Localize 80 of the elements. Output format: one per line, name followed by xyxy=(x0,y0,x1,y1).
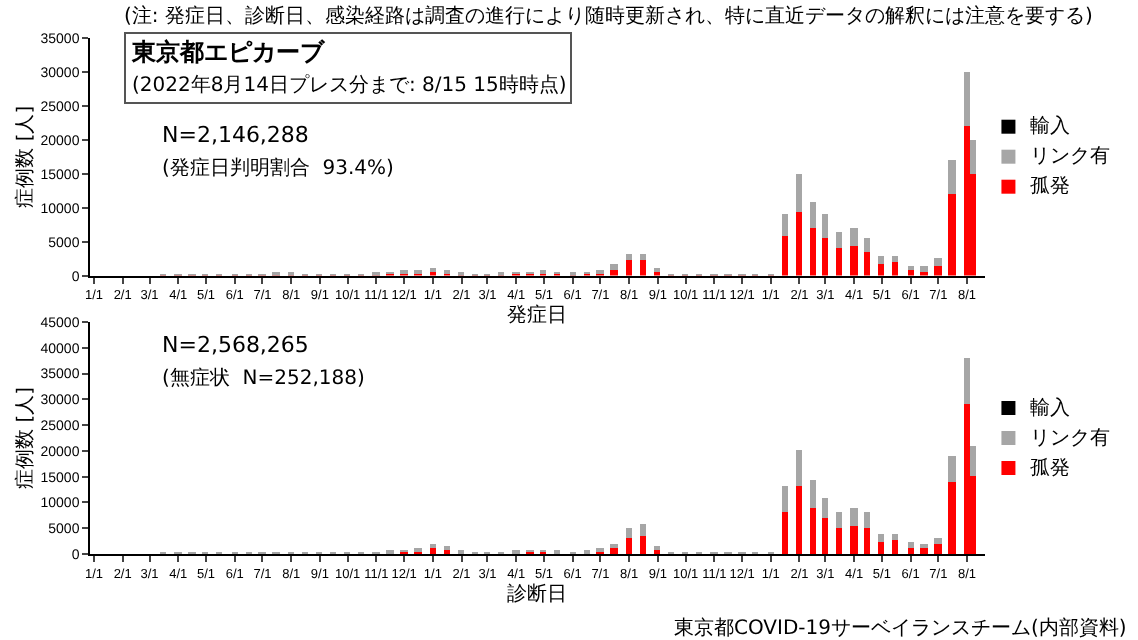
bar xyxy=(850,245,859,276)
bar xyxy=(964,71,971,126)
bar xyxy=(640,524,647,536)
bar xyxy=(810,201,817,228)
bar xyxy=(878,534,885,542)
bar xyxy=(640,259,647,276)
bar xyxy=(610,263,619,270)
bar xyxy=(430,548,437,554)
bar xyxy=(640,536,647,554)
bar xyxy=(934,538,943,544)
bar xyxy=(948,482,957,554)
annotation: N=2,146,288 xyxy=(162,122,309,148)
bar xyxy=(850,508,859,526)
bar xyxy=(836,512,843,528)
bar xyxy=(782,512,789,554)
bar xyxy=(948,193,957,276)
bar xyxy=(796,173,803,212)
bar xyxy=(836,528,843,554)
bar xyxy=(626,253,633,260)
bar xyxy=(626,538,633,554)
bar xyxy=(948,159,957,194)
bar xyxy=(920,548,929,554)
legend-label: 孤発 xyxy=(1030,456,1070,480)
bar xyxy=(782,213,789,236)
annotation: N=2,568,265 xyxy=(162,332,309,358)
bar xyxy=(892,540,899,554)
text: (2022年8月14日プレス分まで: 8/15 15時時点) xyxy=(132,73,567,98)
bar xyxy=(626,528,633,538)
bar xyxy=(782,486,789,512)
text: 東京都COVID-19サーベイランスチーム(内部資料) xyxy=(674,616,1127,640)
bar xyxy=(964,358,971,404)
bar xyxy=(822,498,829,518)
bar xyxy=(934,265,943,276)
bar xyxy=(908,542,915,548)
bar xyxy=(822,518,829,554)
bar xyxy=(864,528,871,554)
bar xyxy=(892,261,899,276)
bar xyxy=(864,237,871,252)
bar xyxy=(934,544,943,554)
annotation: (発症日判明割合 93.4%) xyxy=(162,156,395,180)
bar xyxy=(626,259,633,276)
x-axis-title: 発症日 xyxy=(507,303,568,328)
bar xyxy=(850,227,859,246)
text: (注: 発症日、診断日、感染経路は調査の進行により随時更新され、特に直近データの解釈には注意を要する) xyxy=(124,4,1093,28)
bar xyxy=(864,512,871,528)
y-axis-title: 症例数 [人] xyxy=(12,105,37,208)
y-axis-title: 症例数 [人] xyxy=(12,386,37,489)
bar xyxy=(864,251,871,276)
x-axis-title: 診断日 xyxy=(507,581,568,606)
bar xyxy=(836,247,843,276)
bar xyxy=(796,486,803,554)
legend-label: リンク有 xyxy=(1030,144,1110,168)
bar xyxy=(878,263,885,276)
legend-label: 輸入 xyxy=(1030,114,1070,138)
bar xyxy=(822,213,829,238)
bar xyxy=(640,253,647,260)
legend-label: 孤発 xyxy=(1030,174,1070,198)
bar xyxy=(836,231,843,248)
chart-title: 東京都エピカーブ xyxy=(130,38,326,66)
bar xyxy=(964,125,971,276)
bar xyxy=(810,227,817,276)
legend-label: リンク有 xyxy=(1030,426,1110,450)
bar xyxy=(892,534,899,540)
bar xyxy=(970,446,977,476)
bar xyxy=(796,450,803,486)
bar xyxy=(810,480,817,508)
bar xyxy=(948,456,957,482)
bar xyxy=(822,237,829,276)
bar xyxy=(810,508,817,554)
annotation: (無症状 N=252,188) xyxy=(162,366,365,390)
bar xyxy=(934,257,943,266)
legend-label: 輸入 xyxy=(1030,396,1070,420)
bar xyxy=(970,139,977,174)
bar xyxy=(796,211,803,276)
bar xyxy=(782,235,789,276)
bar xyxy=(964,404,971,554)
bar xyxy=(850,526,859,554)
bar xyxy=(892,255,899,262)
bar xyxy=(878,542,885,554)
bar xyxy=(878,255,885,264)
